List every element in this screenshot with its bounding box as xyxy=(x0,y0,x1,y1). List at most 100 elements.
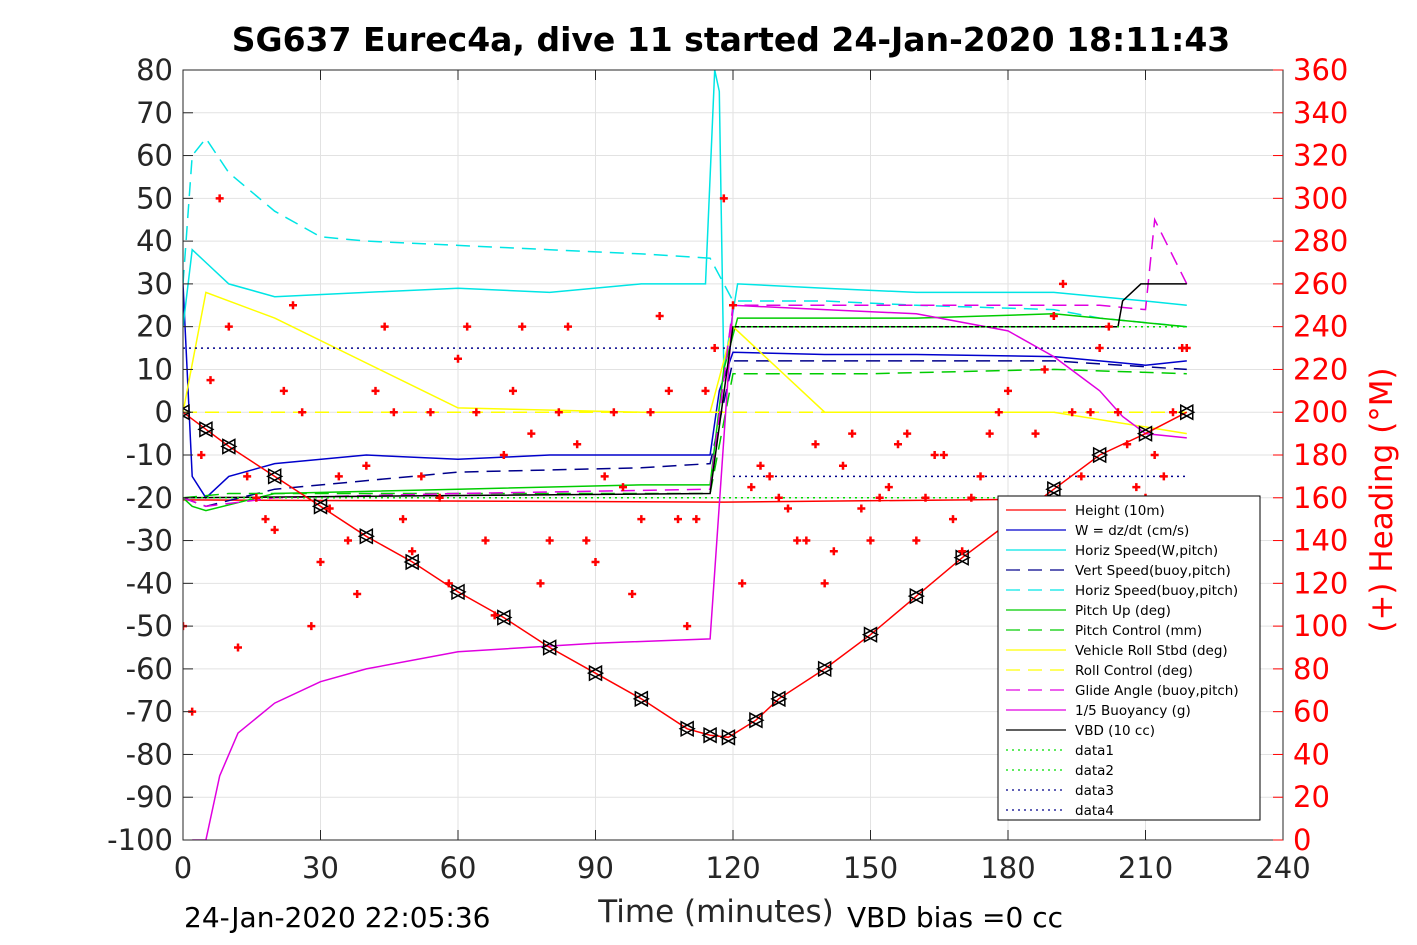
y-tick-label: -80 xyxy=(126,737,173,771)
series-vert-speed-buoy-pitch xyxy=(183,360,1187,508)
y-tick-label: 70 xyxy=(136,96,173,130)
heading-point xyxy=(1159,472,1168,481)
heading-point xyxy=(958,547,967,556)
legend-entry-label: Horiz Speed(buoy,pitch) xyxy=(1075,583,1238,599)
series-horiz-speed-buoy-pitch xyxy=(183,137,1187,328)
legend-entry-label: W = dz/dt (cm/s) xyxy=(1075,523,1189,539)
heading-point xyxy=(912,536,921,545)
y2-tick-label: 260 xyxy=(1293,267,1348,301)
legend-entry-label: Pitch Up (deg) xyxy=(1075,603,1171,619)
y-tick-label: 10 xyxy=(136,352,173,386)
heading-point xyxy=(747,483,756,492)
heading-point xyxy=(279,386,288,395)
heading-point xyxy=(692,515,701,524)
y2-tick-label: 360 xyxy=(1293,53,1348,87)
heading-point xyxy=(261,515,270,524)
y-tick-label: -90 xyxy=(126,780,173,814)
heading-point xyxy=(454,354,462,363)
heading-point xyxy=(765,472,774,481)
legend-entry-label: data3 xyxy=(1075,783,1114,799)
heading-point xyxy=(756,461,765,470)
y2-tick-label: 100 xyxy=(1293,609,1348,643)
heading-point xyxy=(399,515,407,524)
x-tick-label: 210 xyxy=(1118,851,1173,885)
heading-point xyxy=(334,472,343,481)
y2-tick-label: 320 xyxy=(1293,139,1348,173)
x-axis-label: Time (minutes) xyxy=(597,894,833,930)
heading-point xyxy=(582,536,591,545)
heading-point xyxy=(820,579,829,588)
heading-point xyxy=(298,408,307,417)
legend-entry-label: data2 xyxy=(1075,763,1114,779)
heading-point xyxy=(243,472,252,481)
depth-marker-left xyxy=(495,609,511,626)
y-tick-label: 20 xyxy=(136,310,173,344)
y-tick-label: 80 xyxy=(136,53,173,87)
heading-point xyxy=(472,408,481,417)
legend-entry-label: data1 xyxy=(1075,743,1114,759)
heading-point xyxy=(564,322,572,331)
heading-point xyxy=(234,643,242,652)
heading-point xyxy=(802,536,811,545)
y-tick-label: 40 xyxy=(136,224,173,258)
heading-point xyxy=(499,451,508,459)
depth-marker-left xyxy=(403,553,419,571)
heading-point xyxy=(784,504,792,513)
y-tick-label: 60 xyxy=(136,139,173,173)
heading-point xyxy=(939,451,948,459)
heading-point xyxy=(536,579,545,588)
y-tick-label: -30 xyxy=(126,524,173,558)
heading-point xyxy=(481,536,490,545)
heading-point xyxy=(435,493,444,502)
heading-point xyxy=(994,408,1003,417)
x-tick-label: 150 xyxy=(843,851,898,885)
heading-point xyxy=(1031,429,1040,438)
depth-marker-left xyxy=(770,690,786,708)
y2-tick-label: 300 xyxy=(1293,181,1348,215)
y-tick-label: -60 xyxy=(126,652,173,686)
heading-point xyxy=(224,322,233,331)
y-tick-label: -20 xyxy=(126,481,173,515)
depth-marker-left xyxy=(747,711,763,729)
heading-point xyxy=(1123,440,1132,449)
heading-point xyxy=(1049,311,1058,320)
chart-title: SG637 Eurec4a, dive 11 started 24-Jan-20… xyxy=(232,20,1231,59)
heading-point xyxy=(674,515,682,524)
heading-point xyxy=(1182,344,1191,353)
depth-marker-left xyxy=(1178,403,1194,421)
heading-point xyxy=(793,536,802,545)
heading-point xyxy=(884,483,893,492)
x-tick-label: 60 xyxy=(440,851,477,885)
heading-point xyxy=(353,590,362,599)
legend-entry-label: Horiz Speed(W,pitch) xyxy=(1075,543,1218,559)
y2-tick-label: 220 xyxy=(1293,352,1348,386)
heading-point xyxy=(444,579,453,588)
y-tick-label: -10 xyxy=(126,438,173,472)
legend-entry-label: Roll Control (deg) xyxy=(1075,663,1193,679)
y-tick-label: -100 xyxy=(107,823,173,857)
depth-marker-left xyxy=(701,726,717,744)
heading-point xyxy=(1004,386,1012,395)
heading-point xyxy=(545,536,554,545)
y-tick-label: 50 xyxy=(136,181,173,215)
heading-point xyxy=(197,451,206,459)
heading-point xyxy=(903,429,912,438)
heading-point xyxy=(664,386,673,395)
heading-point xyxy=(811,440,820,449)
y-tick-label: -40 xyxy=(126,566,173,600)
depth-marker-left xyxy=(311,498,328,515)
legend-entry-label: Vert Speed(buoy,pitch) xyxy=(1075,563,1231,579)
legend: Height (10m) W = dz/dt (cm/s) Horiz Speed(… xyxy=(997,495,1261,821)
series-w-dz-dt-cm-s xyxy=(183,283,1187,499)
depth-marker-left xyxy=(586,664,603,682)
heading-point xyxy=(408,547,417,556)
y2-tick-label: 280 xyxy=(1293,224,1348,258)
heading-point xyxy=(1077,472,1086,481)
heading-point xyxy=(518,322,527,331)
y2-tick-label: 40 xyxy=(1293,737,1330,771)
heading-point xyxy=(527,429,536,438)
heading-point xyxy=(362,461,371,470)
y-tick-label: 30 xyxy=(136,267,173,301)
heading-point xyxy=(609,408,618,417)
y2-tick-label: 200 xyxy=(1293,395,1348,429)
